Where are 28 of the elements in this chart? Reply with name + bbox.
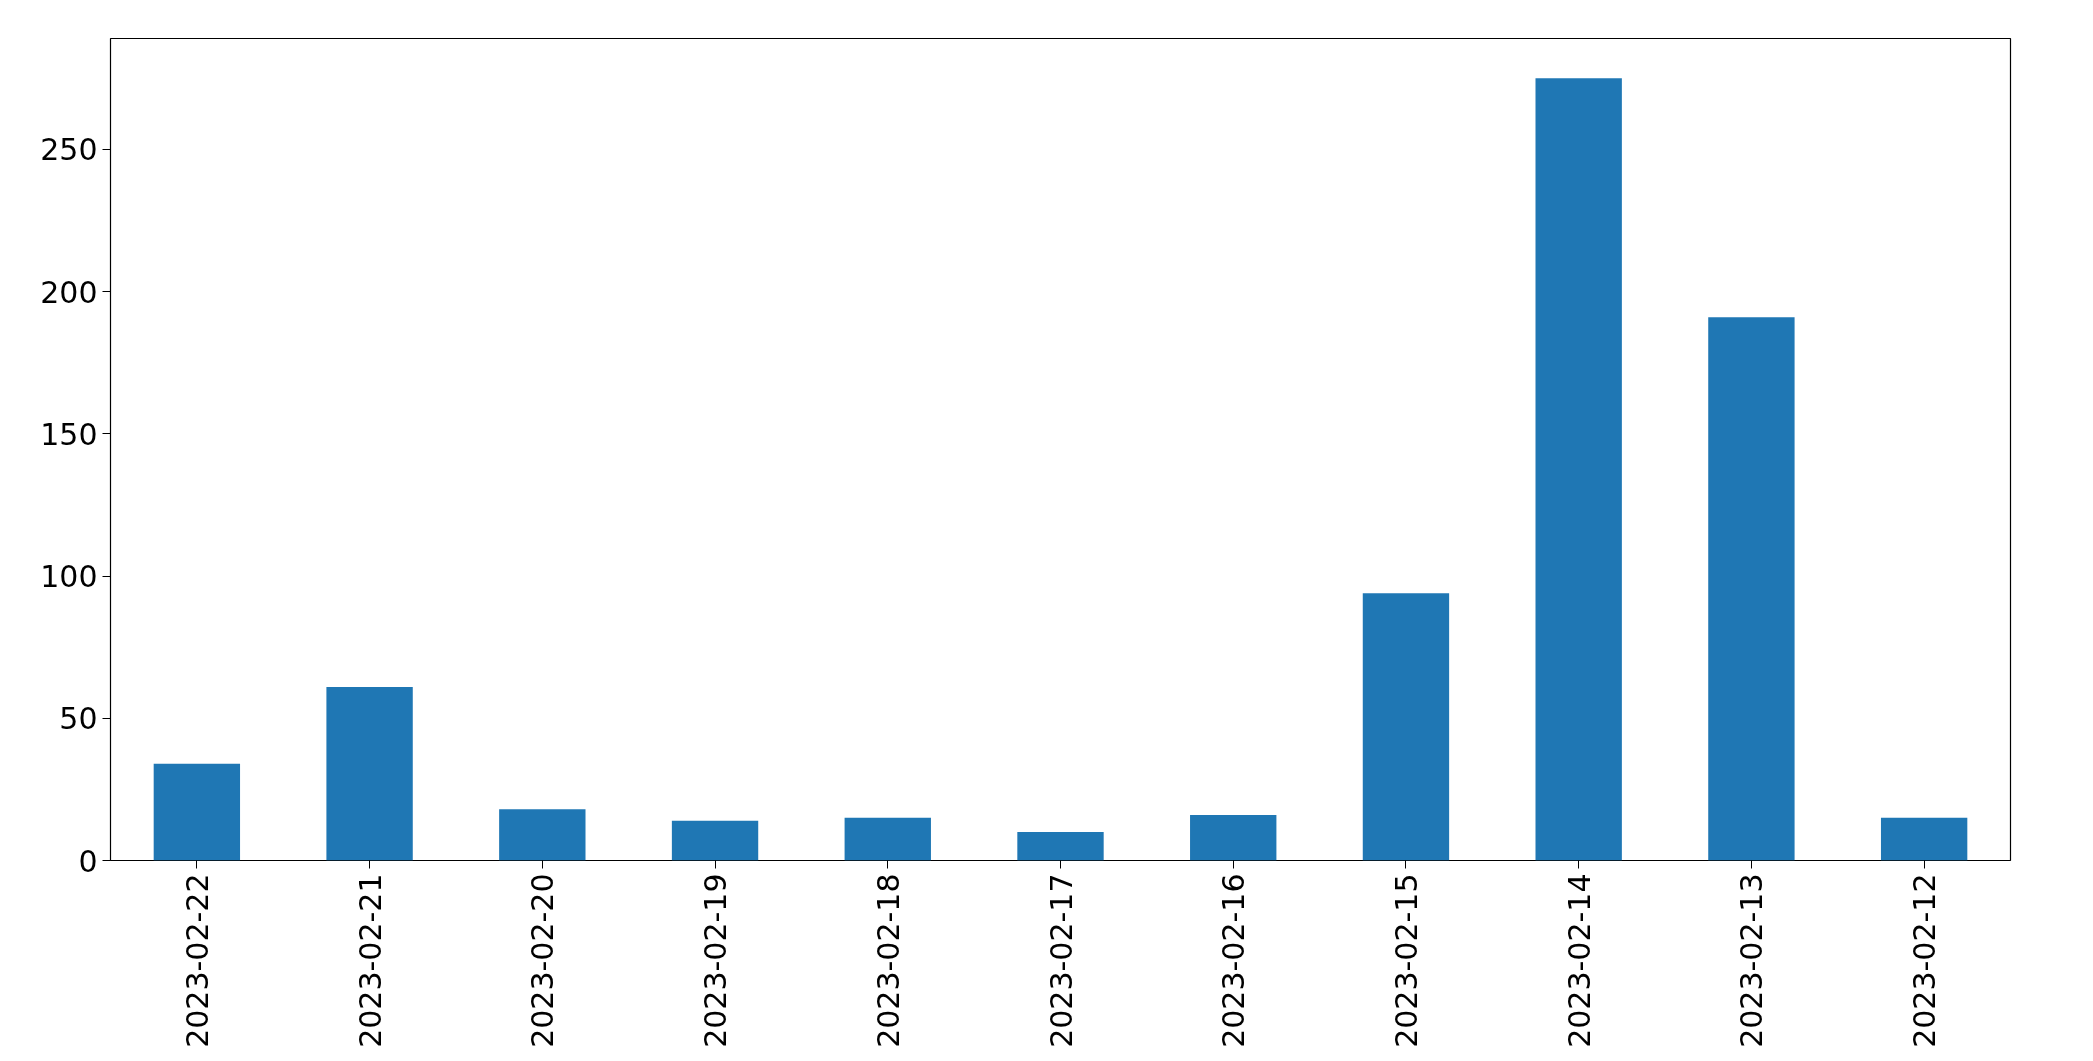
x-tick-label: 2023-02-15 xyxy=(1388,873,1424,1048)
x-tick-label: 2023-02-14 xyxy=(1561,873,1597,1048)
y-tick-label: 200 xyxy=(40,274,98,310)
y-tick-label: 100 xyxy=(40,559,98,595)
x-tick-label: 2023-02-13 xyxy=(1734,873,1770,1048)
x-tick-label: 2023-02-22 xyxy=(179,873,215,1048)
bar xyxy=(326,687,413,861)
bar xyxy=(1708,317,1795,861)
y-tick-label: 250 xyxy=(40,132,98,168)
bar xyxy=(1880,817,1968,861)
bar xyxy=(1190,814,1277,861)
bar xyxy=(499,809,586,861)
x-tick-label: 2023-02-21 xyxy=(352,873,388,1048)
x-tick-label: 2023-02-20 xyxy=(525,873,561,1048)
y-tick-label: 0 xyxy=(78,843,98,879)
y-tick-label: 150 xyxy=(40,416,98,452)
bar xyxy=(1535,78,1622,861)
x-tick-label: 2023-02-16 xyxy=(1216,873,1252,1048)
x-tick-label: 2023-02-19 xyxy=(698,873,734,1048)
bar xyxy=(1017,832,1104,861)
bar xyxy=(153,763,241,861)
x-tick-label: 2023-02-18 xyxy=(870,873,906,1048)
bar xyxy=(671,820,759,861)
bar xyxy=(844,817,931,861)
y-tick-label: 50 xyxy=(59,701,98,737)
x-tick-label: 2023-02-17 xyxy=(1043,873,1079,1048)
bar xyxy=(1362,593,1450,861)
x-tick-label: 2023-02-12 xyxy=(1907,873,1943,1048)
